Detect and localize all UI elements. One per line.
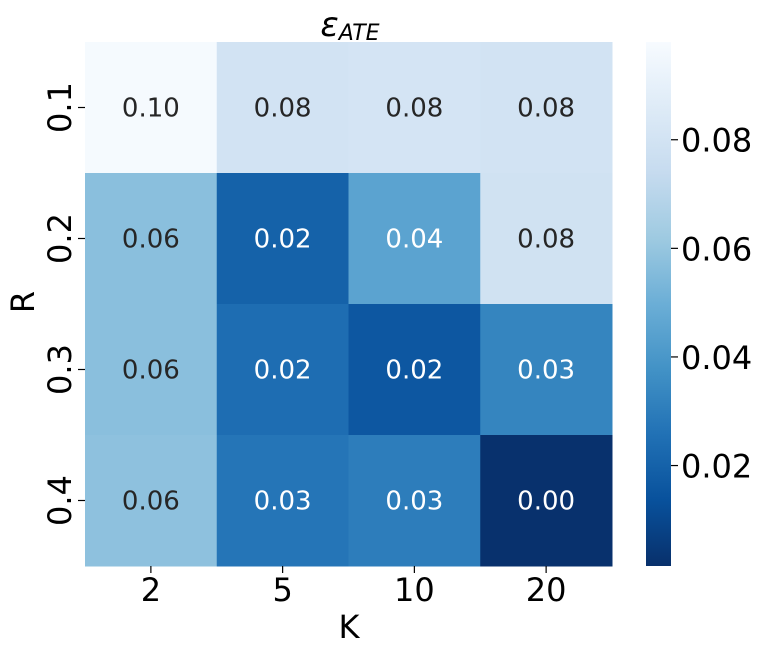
- colorbar-ticks: 0.02 0.04 0.06 0.08: [671, 122, 752, 486]
- cell-value-label: 0.02: [254, 356, 312, 386]
- cell-value-label: 0.03: [254, 487, 312, 517]
- colorbar-tick-label: 0.04: [681, 339, 752, 377]
- chart-title-subscript: ATE: [337, 21, 380, 46]
- y-tick-label: 0.3: [41, 344, 79, 395]
- cell-value-label: 0.08: [517, 94, 575, 124]
- cell-value-label: 0.08: [254, 94, 312, 124]
- y-tick-label: 0.4: [41, 475, 79, 526]
- colorbar-tick-label: 0.08: [681, 122, 752, 160]
- chart-title: εATE: [320, 5, 379, 46]
- heatmap-cell: [85, 435, 218, 567]
- heatmap-cell: [216, 304, 349, 436]
- y-tick-label: 0.2: [41, 213, 79, 264]
- x-tick-label: 5: [272, 571, 292, 609]
- cell-value-label: 0.08: [517, 225, 575, 255]
- heatmap-cell: [348, 42, 481, 174]
- x-axis-ticks: 2 5 10 20: [141, 566, 567, 609]
- heatmap-cell: [216, 173, 349, 305]
- x-tick-label: 10: [394, 571, 435, 609]
- cell-value-label: 0.06: [122, 225, 180, 255]
- x-tick-label: 2: [141, 571, 161, 609]
- x-tick-label: 20: [526, 571, 567, 609]
- heatmap-cell: [480, 173, 613, 305]
- heatmap-cell: [480, 304, 613, 436]
- heatmap-cell: [348, 435, 481, 567]
- colorbar: [646, 42, 671, 566]
- cell-value-label: 0.10: [122, 94, 180, 124]
- cell-value-label: 0.02: [385, 356, 443, 386]
- cell-value-label: 0.06: [122, 487, 180, 517]
- heatmap-cell: [85, 304, 218, 436]
- colorbar-tick-label: 0.02: [681, 448, 752, 486]
- cell-value-label: 0.08: [385, 94, 443, 124]
- heatmap-cell: [85, 173, 218, 305]
- cell-value-label: 0.04: [385, 225, 443, 255]
- cell-value-label: 0.06: [122, 356, 180, 386]
- heatmap-cell: [216, 435, 349, 567]
- colorbar-tick-label: 0.06: [681, 230, 752, 268]
- chart-title-main: ε: [320, 5, 338, 45]
- cell-value-label: 0.03: [517, 356, 575, 386]
- heatmap-cell: [480, 42, 613, 174]
- cell-annotations: 0.10 0.08 0.08 0.08 0.06 0.02 0.04 0.08 0.06 0.02…: [122, 94, 575, 517]
- heatmap-cell: [85, 42, 218, 174]
- y-axis-ticks: 0.1 0.2 0.3 0.4: [41, 82, 85, 526]
- y-tick-label: 0.1: [41, 82, 79, 133]
- heatmap-cell: [216, 42, 349, 174]
- heatmap-cell: [480, 435, 613, 567]
- heatmap-cell: [348, 173, 481, 305]
- heatmap-cells: [85, 42, 613, 567]
- cell-value-label: 0.00: [517, 487, 575, 517]
- cell-value-label: 0.03: [385, 487, 443, 517]
- y-axis-label: R: [4, 291, 42, 313]
- heatmap-cell: [348, 304, 481, 436]
- x-axis-label: K: [339, 608, 361, 646]
- cell-value-label: 0.02: [254, 225, 312, 255]
